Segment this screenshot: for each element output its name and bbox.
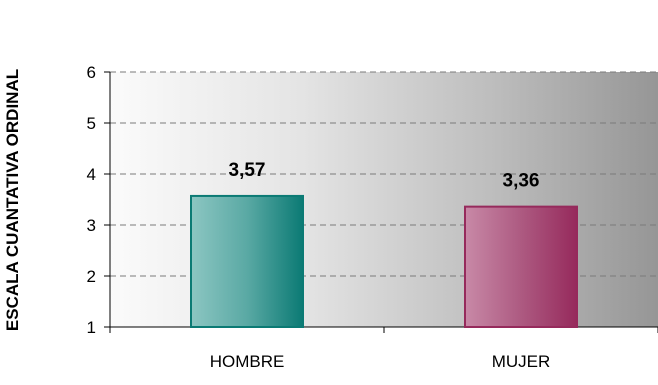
y-tick-label: 4 — [87, 165, 96, 184]
bars — [190, 194, 578, 328]
y-tick-label: 6 — [87, 63, 96, 82]
category-label-mujer: MUJER — [492, 352, 551, 371]
data-label-mujer: 3,36 — [503, 171, 540, 192]
bar-mujer — [464, 205, 578, 328]
y-tick-label: 3 — [87, 216, 96, 235]
category-label-hombre: HOMBRE — [210, 352, 285, 371]
y-tick-label: 1 — [87, 318, 96, 337]
data-labels: 3,57 3,36 — [229, 160, 540, 192]
category-labels: HOMBRE MUJER — [210, 352, 551, 371]
y-tick-label: 2 — [87, 267, 96, 286]
y-tick-label: 5 — [87, 114, 96, 133]
y-axis-title: ESCALA CUANTATIVA ORDINAL — [3, 69, 22, 331]
y-axis-ticks: 1 2 3 4 5 6 — [87, 63, 110, 337]
data-label-hombre: 3,57 — [229, 160, 266, 181]
bar-hombre — [190, 194, 304, 328]
